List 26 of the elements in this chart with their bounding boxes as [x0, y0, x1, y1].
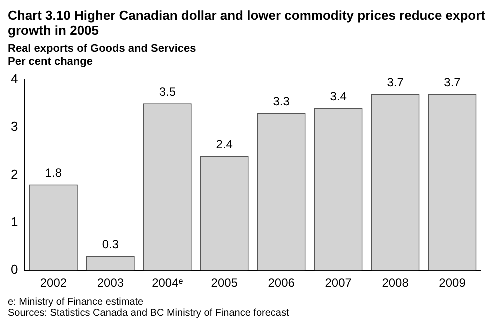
y-axis-title: Per cent change: [8, 56, 94, 69]
x-tick-label: 2006: [268, 276, 296, 290]
text: e: Ministry of Finance estimate: [8, 297, 145, 308]
data-label: 3.5: [159, 84, 176, 99]
data-label: 2.4: [216, 137, 234, 152]
source-note: Sources: Statistics Canada and BC Ministry of Finance forecast: [8, 308, 290, 319]
x-tick-label: 2008: [382, 276, 410, 290]
x-tick-label: 2005: [211, 276, 238, 290]
x-tick-label: 2007: [325, 276, 352, 290]
y-tick-label: 4: [10, 71, 18, 86]
data-label: 3.7: [444, 75, 462, 90]
data-label: 0.3: [102, 238, 120, 252]
x-tick-label: 2003: [97, 276, 124, 290]
y-tick-label: 3: [10, 119, 18, 134]
chart-subtitle: Real exports of Goods and Services: [8, 43, 198, 56]
data-label: 1.8: [45, 166, 62, 180]
x-tick-label: 2002: [40, 276, 68, 290]
y-tick-label: 0: [10, 262, 18, 278]
y-tick-label: 1: [10, 214, 18, 230]
chart-title: Chart 3.10 Higher Canadian dollar and lower commodity prices reduce export growth in 2005: [8, 8, 487, 38]
data-label: 3.3: [273, 94, 290, 109]
y-tick-label: 2: [10, 166, 18, 182]
x-tick-label: 2009: [439, 276, 466, 290]
data-label: 3.7: [387, 75, 404, 90]
x-tick-label: 2004ᵉ: [152, 276, 184, 290]
data-label: 3.4: [330, 90, 348, 104]
